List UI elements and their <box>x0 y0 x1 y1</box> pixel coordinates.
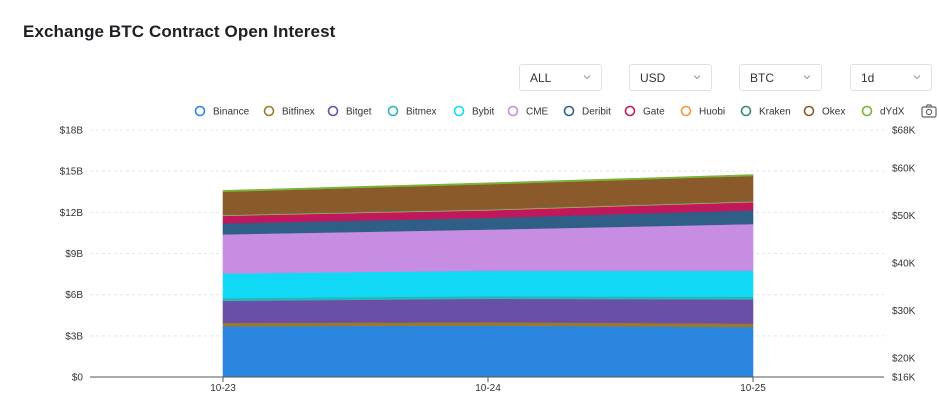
page-title: Exchange BTC Contract Open Interest <box>23 22 336 41</box>
legend-label: Bybit <box>472 107 494 118</box>
legend-item-bitget[interactable]: Bitget <box>327 105 372 118</box>
legend-item-cme[interactable]: CME <box>507 105 549 118</box>
y-left-tick-label: $18B <box>60 126 84 137</box>
legend-label: Bitget <box>346 107 372 118</box>
filter-bar: ALL USD BTC 1d <box>0 64 939 94</box>
y-left-tick-label: $0 <box>72 373 84 384</box>
legend-marker <box>861 105 873 117</box>
legend-marker <box>740 105 752 117</box>
series-area-bybit[interactable] <box>222 270 754 299</box>
y-left-tick-label: $6B <box>65 290 83 301</box>
legend-item-bybit[interactable]: Bybit <box>453 105 495 118</box>
filter-interval[interactable]: 1d <box>850 64 932 91</box>
legend-marker <box>624 105 636 117</box>
legend-item-huobi[interactable]: Huobi <box>680 105 726 118</box>
chart-axes: $0 $3B $6B $9B $12B $15B $18B $16K $20K $30K $40K $… <box>60 126 916 395</box>
legend-label: Deribit <box>582 107 611 118</box>
legend-label: Huobi <box>699 107 725 118</box>
y-right-tick-label: $30K <box>892 306 916 317</box>
y-left-tick-label: $3B <box>65 331 83 342</box>
chevron-down-icon <box>803 75 811 80</box>
filter-coin-value: BTC <box>750 71 774 85</box>
chevron-down-icon <box>583 75 591 80</box>
legend-label: Bitfinex <box>282 107 315 118</box>
legend-marker <box>507 105 519 117</box>
y-right-tick-label: $16K <box>892 373 916 384</box>
legend-label: CME <box>526 107 549 118</box>
y-right-tick-label: $20K <box>892 354 916 365</box>
legend-item-bitmex[interactable]: Bitmex <box>387 105 437 118</box>
legend-label: Okex <box>822 107 845 118</box>
chart-legend: Binance Bitfinex Bitget Bitmex Bybit CME Derib… <box>194 105 905 118</box>
series-area-binance[interactable] <box>222 325 754 378</box>
chart-areas <box>222 174 754 378</box>
legend-item-gate[interactable]: Gate <box>624 105 666 118</box>
series-area-bitget[interactable] <box>222 298 754 324</box>
legend-marker <box>803 105 815 117</box>
legend-marker <box>453 105 465 117</box>
x-tick-label: 10-25 <box>740 383 766 394</box>
filter-currency[interactable]: USD <box>629 64 712 91</box>
legend-marker <box>327 105 339 117</box>
x-tick-label: 10-24 <box>475 383 501 394</box>
filter-currency-value: USD <box>640 71 666 85</box>
legend-label: Binance <box>213 107 250 118</box>
chevron-down-icon <box>693 75 701 80</box>
legend-item-deribit[interactable]: Deribit <box>563 105 612 118</box>
legend-label: Kraken <box>759 107 791 118</box>
filter-exchange[interactable]: ALL <box>519 64 602 91</box>
camera-icon[interactable] <box>921 104 937 118</box>
legend-label: dYdX <box>880 107 905 118</box>
y-left-tick-label: $15B <box>60 167 84 178</box>
y-right-tick-label: $68K <box>892 126 916 137</box>
series-area-dydx[interactable] <box>222 174 754 193</box>
filter-exchange-value: ALL <box>530 71 552 85</box>
y-right-tick-label: $60K <box>892 164 916 175</box>
legend-item-dydx[interactable]: dYdX <box>861 105 905 118</box>
chevron-down-icon <box>913 75 921 80</box>
filter-interval-value: 1d <box>861 71 875 85</box>
x-tick-label: 10-23 <box>210 383 236 394</box>
legend-item-okex[interactable]: Okex <box>803 105 846 118</box>
legend-item-kraken[interactable]: Kraken <box>740 105 791 118</box>
y-right-tick-label: $50K <box>892 211 916 222</box>
legend-marker <box>263 105 275 117</box>
legend-item-binance[interactable]: Binance <box>194 105 250 118</box>
y-left-tick-label: $12B <box>60 208 84 219</box>
legend-label: Gate <box>643 107 665 118</box>
legend-marker <box>194 105 206 117</box>
legend-marker <box>563 105 575 117</box>
y-right-tick-label: $40K <box>892 259 916 270</box>
legend-marker <box>680 105 692 117</box>
legend-item-bitfinex[interactable]: Bitfinex <box>263 105 315 118</box>
filter-coin[interactable]: BTC <box>739 64 822 91</box>
y-left-tick-label: $9B <box>65 249 83 260</box>
legend-marker <box>387 105 399 117</box>
legend-label: Bitmex <box>406 107 437 118</box>
